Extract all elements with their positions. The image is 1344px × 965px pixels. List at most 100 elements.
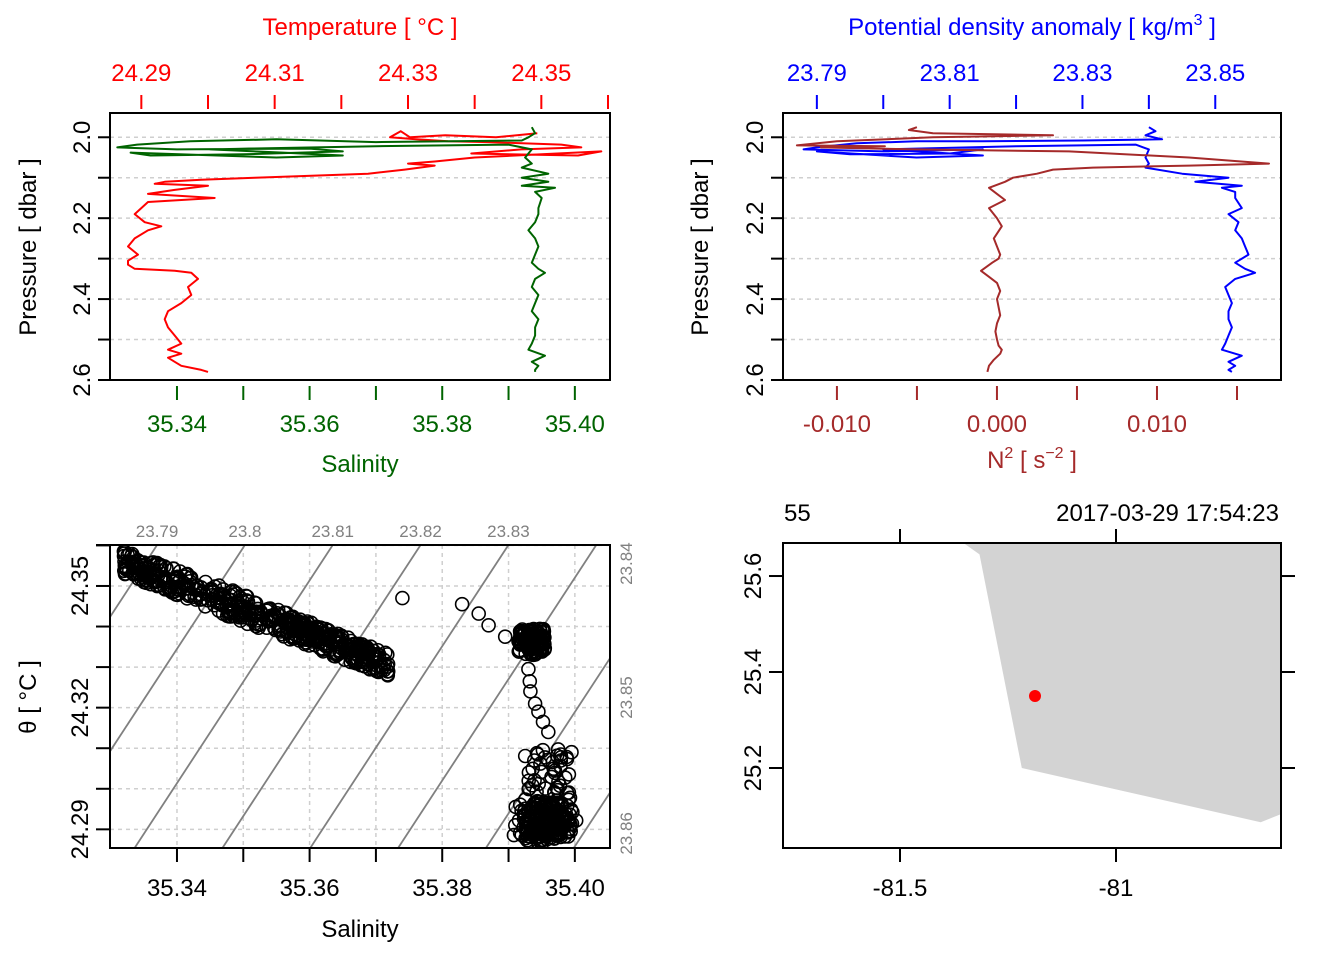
data-point [238,588,254,604]
data-point [526,819,542,835]
data-point [367,660,383,676]
data-point [523,684,538,699]
panel-station-map: 55 2017-03-29 17:54:23 -81.5 -81 25.2 25.4 2… [740,500,1295,902]
data-point [308,624,324,640]
bottom-axis-title-sup2: −2 [1045,445,1063,462]
data-point [530,823,546,839]
data-point [521,661,536,677]
tick-label-longitude: -81 [1099,875,1134,902]
data-point [259,620,275,636]
tick-label: 24.32 [67,678,94,738]
tick-label: 2.2 [69,201,96,234]
data-point [172,564,188,579]
data-point [543,795,558,811]
tick-label: 35.38 [412,411,472,438]
data-point [471,606,487,621]
data-point [143,576,158,592]
data-point [538,813,553,829]
tick-label: 35.34 [147,875,207,902]
bottom-axis-title-end: ] [1064,447,1077,474]
data-point [134,558,150,574]
data-point [454,596,470,612]
left-axis-pressure: 2.0 2.2 2.4 2.6 [69,121,110,397]
tick-label: 23.83 [1052,60,1112,87]
data-point [561,792,577,808]
tick-label-latitude: 25.2 [740,745,767,792]
tick-label: 2.6 [69,363,96,396]
tick-label: 24.35 [67,556,94,616]
tick-label: 35.34 [147,411,207,438]
plot-frame [109,112,611,381]
data-point [150,556,165,572]
tick-label-latitude: 25.4 [740,649,767,696]
tick-label: 23.79 [787,60,847,87]
data-point [273,624,288,639]
data-point [343,654,359,670]
series-line-temperature [127,130,603,373]
data-point [527,812,543,828]
bottom-axis-salinity: 35.34 35.36 35.38 35.40 [147,386,605,438]
tick-label: 0.000 [967,411,1027,438]
series-layer [795,126,1270,373]
tick-label-latitude: 25.6 [740,553,767,600]
station-marker[interactable] [1029,690,1042,703]
data-point [271,621,286,637]
data-point [560,829,576,844]
data-point [527,797,543,812]
left-axis-title: Pressure [ dbar ] [687,158,714,335]
data-point [213,597,229,612]
data-point [358,640,374,656]
map-axes: -81.5 -81 25.2 25.4 25.6 [740,529,1295,902]
data-point [223,604,238,620]
data-point [274,612,290,628]
data-point [142,571,158,586]
data-point [535,622,550,637]
data-point [527,696,543,711]
data-point [153,559,169,575]
isopycnal-label-top: 23.81 [311,522,354,541]
data-point [244,605,259,621]
tick-label: 2.6 [742,363,769,396]
data-point [520,626,536,641]
tick-label: 24.29 [67,799,94,859]
tick-label: 2.4 [742,282,769,315]
tick-label: 35.36 [280,875,340,902]
series-line-potential-density-anomaly [802,126,1257,373]
plot-frame [109,544,611,849]
isopycnal-label-top: 23.82 [399,522,442,541]
data-point [371,650,386,665]
tick-label: 0.010 [1127,411,1187,438]
top-axis-title-main: Potential density anomaly [ kg/m [848,14,1194,41]
tick-label: 35.38 [412,875,472,902]
grid [783,136,1281,381]
panel-density-n2-profile: Potential density anomaly [ kg/m3 ] 23.7… [687,12,1282,474]
data-point [376,662,392,678]
data-point [207,597,222,613]
data-point [564,744,579,760]
data-point [522,673,538,689]
data-point [534,643,550,659]
bottom-axis-salinity: 35.34 35.36 35.38 35.40 [147,848,605,902]
isopycnal-label-right: 23.84 [617,542,636,585]
top-axis-title-sup: 3 [1194,12,1203,29]
tick-label: -0.010 [803,411,871,438]
data-point [553,804,569,820]
data-point [557,817,573,833]
bottom-axis-n2: -0.010 0.000 0.010 [803,386,1238,438]
data-point [521,781,537,797]
series-line-n2 [795,126,1270,373]
data-point [242,602,257,618]
data-point [526,639,542,655]
data-point [313,641,328,656]
data-point [192,586,208,602]
data-point [561,767,577,782]
isopycnal-line [110,545,159,619]
tick-label: 2.4 [69,282,96,315]
data-point [187,582,203,597]
data-point [116,548,132,564]
data-point [252,605,268,620]
data-point [534,836,550,848]
isopycnal-line [397,545,598,848]
left-axis-pressure: 2.0 2.2 2.4 2.6 [742,121,783,397]
data-point [536,624,552,640]
